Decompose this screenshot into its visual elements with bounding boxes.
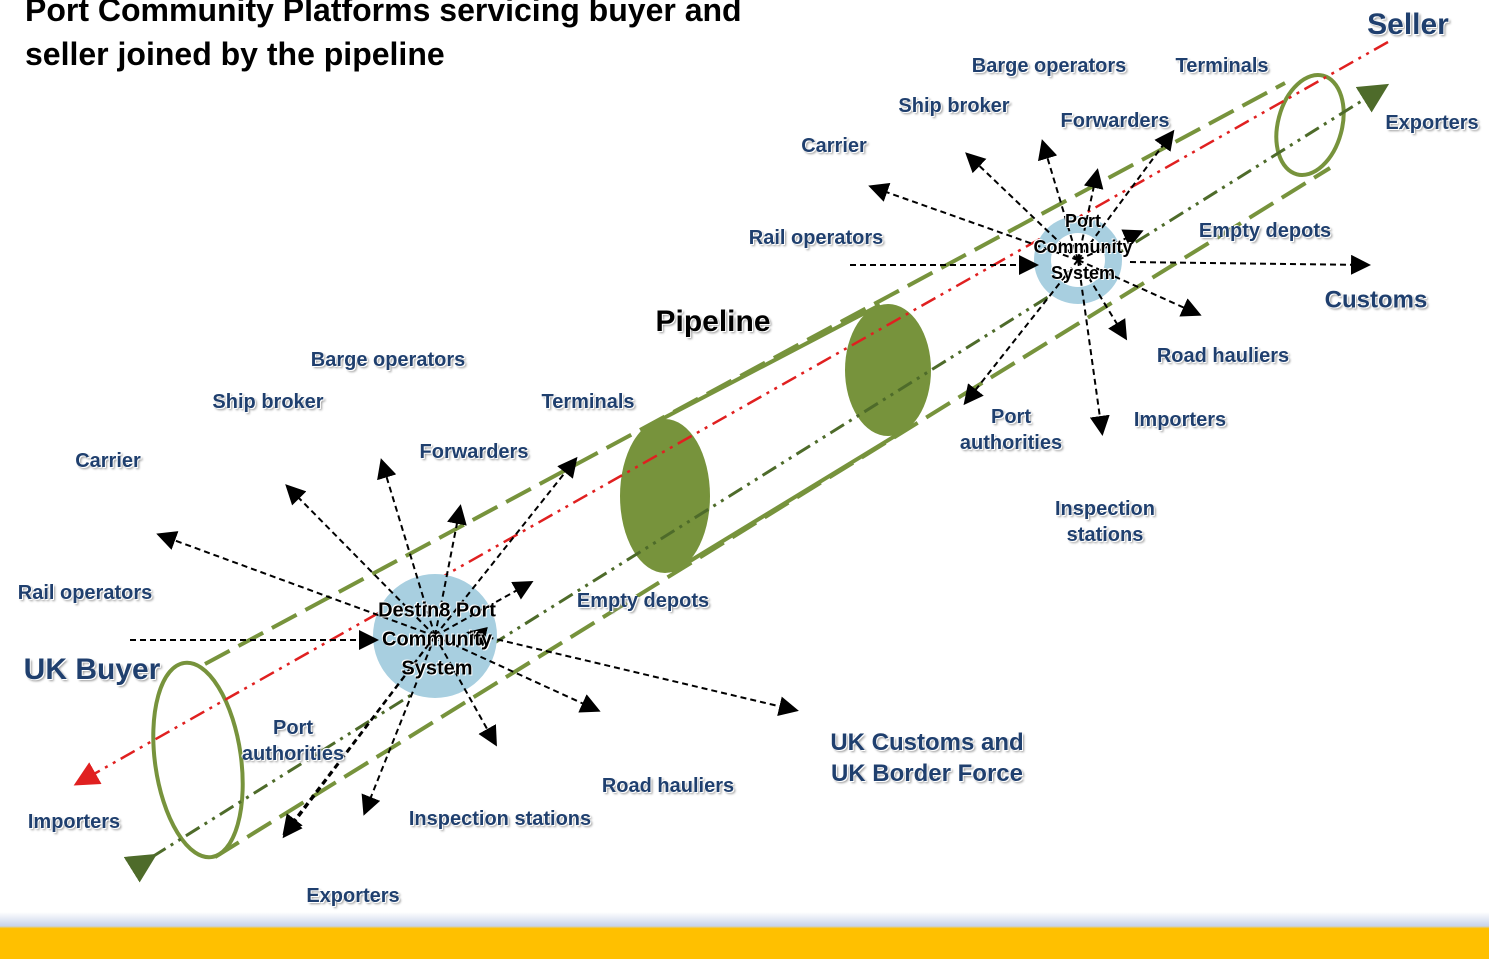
actor-label: Exporters (1385, 110, 1478, 136)
actor-label: Ship broker (898, 93, 1009, 119)
pipeline-label: Pipeline (655, 309, 770, 335)
actor-label: Importers (1134, 407, 1226, 433)
actor-label: Road hauliers (602, 773, 734, 799)
actor-label: Road hauliers (1157, 343, 1289, 369)
actor-label: Carrier (75, 448, 141, 474)
actor-label: Barge operators (972, 53, 1127, 79)
actor-label: Customs (1325, 285, 1428, 316)
title: Port Community Platforms servicing buyer… (25, 0, 745, 76)
diagram (0, 0, 1489, 959)
actor-label: Inspection stations (409, 806, 591, 832)
actor-label: Terminals (1176, 53, 1269, 79)
actor-label: Ship broker (212, 389, 323, 415)
hub-label: Destin8 Port Community System (377, 597, 497, 684)
actor-label: Carrier (801, 133, 867, 159)
actor-label: Barge operators (311, 347, 466, 373)
actor-label: Rail operators (749, 225, 883, 251)
actor-label: Empty depots (577, 588, 709, 614)
footer-band (0, 912, 1489, 959)
actor-label: Forwarders (1061, 108, 1170, 134)
actor-label: Inspection stations (1040, 496, 1170, 548)
actor-label: Port authorities (951, 404, 1071, 456)
actor-label: Port authorities (233, 715, 353, 767)
actor-label: Importers (28, 809, 120, 835)
actor-label: UK Customs and UK Border Force (827, 727, 1027, 789)
actor-label: Terminals (542, 389, 635, 415)
arrow (1130, 262, 1367, 265)
actor-label: Exporters (306, 883, 399, 909)
hub-label: Port Community System (1021, 208, 1146, 286)
actor-label: Rail operators (18, 580, 152, 606)
actor-label: Empty depots (1199, 218, 1331, 244)
page: Port Community Platforms servicing buyer… (0, 0, 1489, 959)
actor-label: Forwarders (420, 439, 529, 465)
seller-label: Seller (1367, 12, 1449, 38)
buyer-label: UK Buyer (24, 657, 161, 683)
